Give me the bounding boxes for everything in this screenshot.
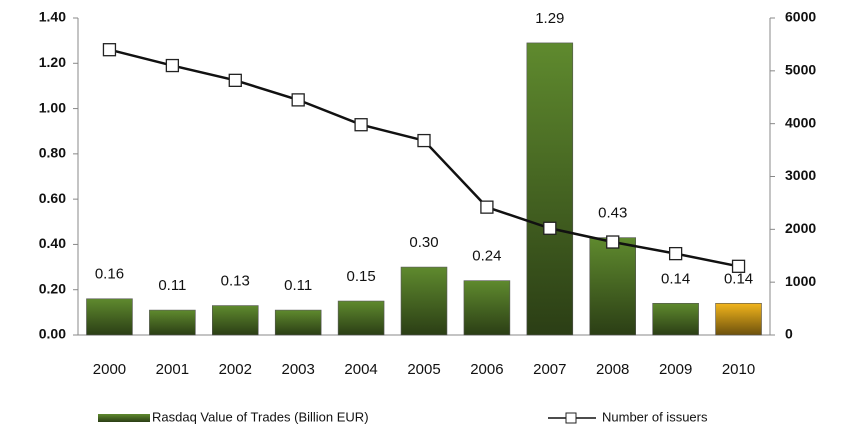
y2-tick-label: 5000 <box>785 62 816 78</box>
bar <box>337 300 385 336</box>
value-label: 0.24 <box>472 248 501 265</box>
y2-tick-label: 1000 <box>785 273 816 289</box>
line-marker <box>480 200 494 214</box>
value-label: 0.13 <box>221 273 250 290</box>
x-tick-label: 2010 <box>722 361 755 378</box>
bar <box>652 302 699 336</box>
y-tick-label: 1.40 <box>39 9 66 25</box>
y2-tick-label: 2000 <box>785 220 816 236</box>
y2-tick-label: 6000 <box>785 9 816 25</box>
value-label: 0.16 <box>95 266 124 283</box>
line-marker <box>354 118 368 132</box>
bar <box>463 280 511 336</box>
y2-tick-label: 4000 <box>785 114 816 130</box>
x-tick-label: 2006 <box>470 361 503 378</box>
value-label: 0.14 <box>724 270 753 287</box>
y-tick-label: 0.20 <box>39 280 66 296</box>
bar <box>149 309 196 336</box>
x-tick-label: 2003 <box>281 361 314 378</box>
y2-tick-label: 3000 <box>785 167 816 183</box>
y-tick-label: 1.20 <box>39 54 66 70</box>
x-tick-label: 2008 <box>596 361 629 378</box>
value-label: 0.14 <box>661 270 690 287</box>
value-label: 1.29 <box>535 10 564 27</box>
value-label: 0.15 <box>346 268 375 285</box>
bar <box>400 266 448 336</box>
x-tick-label: 2000 <box>93 361 126 378</box>
bar <box>212 305 259 336</box>
line-marker <box>228 73 242 87</box>
value-label: 0.43 <box>598 205 627 222</box>
line-marker <box>731 259 746 273</box>
x-tick-label: 2007 <box>533 361 566 378</box>
line-marker <box>668 246 683 261</box>
y2-tick-label: 0 <box>785 326 793 342</box>
x-tick-label: 2001 <box>156 361 189 378</box>
bar <box>526 42 574 336</box>
x-tick-label: 2005 <box>407 361 440 378</box>
y-tick-label: 0.00 <box>39 326 66 342</box>
bar <box>589 237 636 336</box>
value-label: 0.11 <box>284 277 312 294</box>
line-marker <box>291 93 305 107</box>
value-label: 0.30 <box>409 234 438 251</box>
bar <box>715 302 762 336</box>
line-marker <box>606 235 620 249</box>
bar <box>86 298 133 336</box>
legend-label: Number of issuers <box>602 409 708 424</box>
y-tick-label: 0.80 <box>39 145 66 161</box>
legend-swatch <box>98 414 150 422</box>
legend-marker <box>565 412 577 424</box>
x-tick-label: 2002 <box>219 361 252 378</box>
bar <box>274 309 322 336</box>
value-label: 0.11 <box>158 277 186 294</box>
y-tick-label: 0.40 <box>39 235 66 251</box>
line-marker <box>165 58 180 73</box>
line-marker <box>417 133 431 148</box>
x-tick-label: 2004 <box>344 361 377 378</box>
y-tick-label: 0.60 <box>39 190 66 206</box>
legend-label: Rasdaq Value of Trades (Billion EUR) <box>152 409 369 424</box>
x-tick-label: 2009 <box>659 361 692 378</box>
line-marker <box>102 43 117 57</box>
line-marker <box>543 221 557 235</box>
y-tick-label: 1.00 <box>39 99 66 115</box>
